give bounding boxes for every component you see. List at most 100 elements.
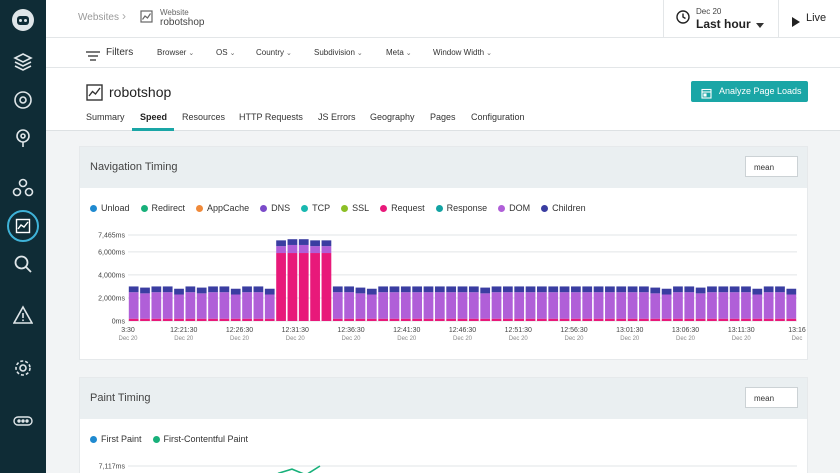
legend-label: Children: [552, 203, 586, 213]
legend-item[interactable]: First Paint: [90, 434, 142, 444]
legend-item[interactable]: Children: [541, 203, 586, 213]
services-icon[interactable]: [11, 176, 35, 200]
bar-segment-request: [775, 318, 785, 321]
navigation-legend: Unload Redirect AppCache DNS TCP SSL Req…: [90, 203, 586, 213]
chevron-down-icon: ⌄: [229, 50, 236, 57]
browser-dropdown[interactable]: Browser ⌄: [157, 48, 194, 57]
bar-segment-children: [752, 288, 763, 295]
legend-item[interactable]: TCP: [301, 203, 330, 213]
legend-item[interactable]: Response: [435, 203, 487, 213]
timeframe-picker[interactable]: Dec 20 Last hour: [663, 0, 778, 38]
bar-segment-dom: [605, 292, 615, 319]
bar-segment-dom: [684, 292, 695, 319]
bar-segment-request: [695, 318, 706, 321]
x-tick-time: 12:26:30: [226, 327, 253, 334]
legend-item[interactable]: DNS: [260, 203, 290, 213]
bar-segment-children: [366, 288, 377, 295]
aggregation-select[interactable]: mean: [745, 387, 798, 408]
x-tick-time: 13:06:30: [672, 327, 699, 334]
tab-pages[interactable]: Pages: [430, 112, 456, 122]
window-width-dropdown[interactable]: Window Width ⌄: [433, 48, 492, 57]
tab-summary[interactable]: Summary: [86, 112, 125, 122]
legend-item[interactable]: Unload: [90, 203, 130, 213]
legend-dot: [196, 204, 204, 212]
layers-icon[interactable]: [11, 50, 35, 74]
bar-segment-request: [185, 318, 196, 321]
bar-segment-children: [559, 286, 570, 293]
x-tick-date: Dec 20: [509, 336, 529, 342]
filter-lines-icon[interactable]: [86, 48, 100, 66]
analyze-search-icon[interactable]: [11, 252, 35, 276]
more-dots-icon[interactable]: [11, 409, 35, 433]
bar-segment-request: [707, 318, 717, 321]
tab-http-requests[interactable]: HTTP Requests: [239, 112, 303, 122]
settings-gear-icon[interactable]: [11, 356, 35, 380]
bar-segment-children: [423, 286, 434, 293]
y-tick-label: 4,000ms: [98, 272, 125, 279]
bar-segment-dom: [196, 293, 207, 319]
legend-item[interactable]: Request: [380, 203, 425, 213]
chevron-right-icon: ›: [122, 9, 126, 23]
meta-dropdown[interactable]: Meta ⌄: [386, 48, 412, 57]
bar-segment-dom: [571, 292, 581, 319]
bar-segment-dom: [400, 292, 411, 319]
legend-label: SSL: [352, 203, 370, 213]
legend-item[interactable]: SSL: [341, 203, 369, 213]
network-icon[interactable]: [11, 88, 35, 112]
legend-label: DNS: [271, 203, 291, 213]
bar-segment-dom: [389, 292, 400, 319]
bar-segment-dom: [242, 292, 252, 319]
bar-segment-request: [287, 253, 298, 321]
bar-segment-request: [208, 318, 218, 321]
bar-segment-dom: [763, 292, 774, 319]
legend-item[interactable]: Redirect: [140, 203, 185, 213]
navigation-timing-panel: Navigation Timing mean Unload Redirect A…: [79, 146, 808, 360]
filters-label[interactable]: Filters: [106, 47, 134, 58]
x-tick-date: Dec 20: [286, 336, 306, 342]
legend-item[interactable]: DOM: [498, 203, 530, 213]
bar-segment-request: [321, 253, 332, 321]
bar-segment-children: [332, 286, 343, 293]
subdivision-dropdown[interactable]: Subdivision ⌄: [314, 48, 363, 57]
country-dropdown[interactable]: Country ⌄: [256, 48, 292, 57]
analyze-page-loads-button[interactable]: Analyze Page Loads: [691, 81, 808, 102]
live-button[interactable]: Live: [778, 0, 840, 38]
legend-item[interactable]: AppCache: [196, 203, 249, 213]
breadcrumb-websites-link[interactable]: Websites: [78, 12, 119, 23]
bar-segment-children: [264, 288, 275, 295]
legend-item[interactable]: First-Contentful Paint: [152, 434, 248, 444]
legend-label: First Paint: [101, 434, 142, 444]
bar-segment-request: [559, 318, 570, 321]
x-tick-time: 12:56:30: [560, 327, 587, 334]
bar-segment-children: [661, 288, 672, 295]
websites-chart-icon[interactable]: [7, 210, 39, 242]
legend-label: TCP: [312, 203, 331, 213]
tab-speed[interactable]: Speed: [140, 112, 168, 122]
window-width-dropdown-label: Window Width: [433, 48, 485, 57]
legend-dot: [301, 204, 309, 212]
tab-geography[interactable]: Geography: [370, 112, 415, 122]
tab-configuration[interactable]: Configuration: [471, 112, 525, 122]
bar-segment-request: [650, 318, 661, 321]
tab-js-errors[interactable]: JS Errors: [318, 112, 356, 122]
bar-segment-dom: [310, 246, 320, 254]
timeframe-range: Last hour: [696, 17, 751, 31]
bar-segment-dom: [627, 292, 638, 319]
bar-segment-dom: [514, 292, 525, 319]
location-icon[interactable]: [11, 126, 35, 150]
bar-segment-dom: [695, 293, 706, 319]
tab-resources[interactable]: Resources: [182, 112, 226, 122]
os-dropdown[interactable]: OS ⌄: [216, 48, 235, 57]
play-icon: [792, 14, 800, 32]
x-tick-date: Dec 20: [453, 336, 473, 342]
chevron-down-icon: ⌄: [405, 50, 412, 57]
robot-avatar-icon[interactable]: [11, 8, 35, 32]
side-rail: [0, 0, 46, 473]
bar-segment-dom: [366, 294, 377, 319]
bar-segment-request: [196, 318, 207, 321]
alert-warning-icon[interactable]: [11, 303, 35, 327]
bar-segment-dom: [332, 292, 343, 319]
timeframe-date: Dec 20: [696, 7, 722, 16]
aggregation-select[interactable]: mean: [745, 156, 798, 177]
